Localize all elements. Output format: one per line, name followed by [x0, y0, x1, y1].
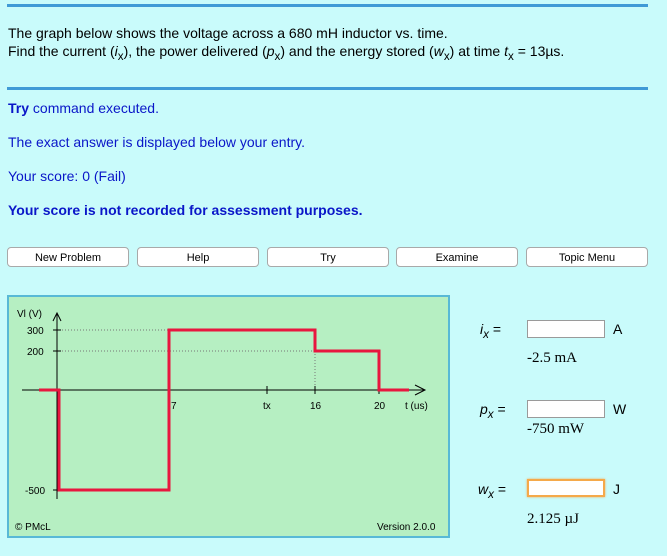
question-line-2: Find the current (ix), the power deliver… [8, 43, 565, 63]
x-axis-label: t (us) [405, 401, 428, 412]
current-label: ix = [480, 321, 502, 341]
y-tick-label-300: 300 [27, 326, 44, 337]
x-tick-label-tx: tx [263, 401, 271, 412]
question-line-1: The graph below shows the voltage across… [8, 25, 448, 41]
score-text: Your score: 0 (Fail) [8, 168, 126, 184]
voltage-waveform [39, 328, 409, 492]
x-tick-label-16: 16 [310, 401, 322, 412]
energy-input[interactable] [527, 479, 605, 497]
examine-button[interactable]: Examine [396, 247, 518, 267]
help-button[interactable]: Help [137, 247, 259, 267]
voltage-graph: Vl (V) 300 200 -500 7 tx 16 20 t (us) © … [15, 309, 436, 533]
question-text: The graph below shows the voltage across… [8, 24, 564, 66]
energy-exact-answer: 2.125 µJ [527, 511, 579, 527]
y-tick-label-minus500: -500 [25, 486, 45, 497]
energy-unit: J [613, 481, 620, 497]
power-unit: W [613, 401, 627, 417]
x-tick-label-7: 7 [171, 401, 177, 412]
try-message: Try command executed. [8, 100, 159, 116]
copyright-text: © PMcL [15, 522, 51, 533]
y-axis-arrow [52, 311, 62, 322]
y-tick-label-200: 200 [27, 347, 44, 358]
x-tick-label-20: 20 [374, 401, 386, 412]
new-problem-button[interactable]: New Problem [7, 247, 129, 267]
energy-label: wx = [478, 481, 507, 501]
power-input[interactable] [527, 400, 605, 418]
voltage-graph-panel: Vl (V) 300 200 -500 7 tx 16 20 t (us) © … [7, 295, 450, 538]
question-divider [7, 87, 648, 90]
x-axis-arrow [414, 384, 427, 396]
current-input[interactable] [527, 320, 605, 338]
not-recorded-text: Your score is not recorded for assessmen… [8, 202, 363, 218]
y-axis-label: Vl (V) [17, 309, 42, 320]
top-divider [7, 4, 648, 7]
version-text: Version 2.0.0 [377, 522, 436, 533]
power-exact-answer: -750 mW [527, 421, 585, 437]
current-unit: A [613, 321, 623, 337]
current-exact-answer: -2.5 mA [527, 350, 577, 366]
power-label: px = [480, 401, 506, 421]
topic-menu-button[interactable]: Topic Menu [526, 247, 648, 267]
try-button[interactable]: Try [267, 247, 389, 267]
exact-note: The exact answer is displayed below your… [8, 134, 305, 150]
